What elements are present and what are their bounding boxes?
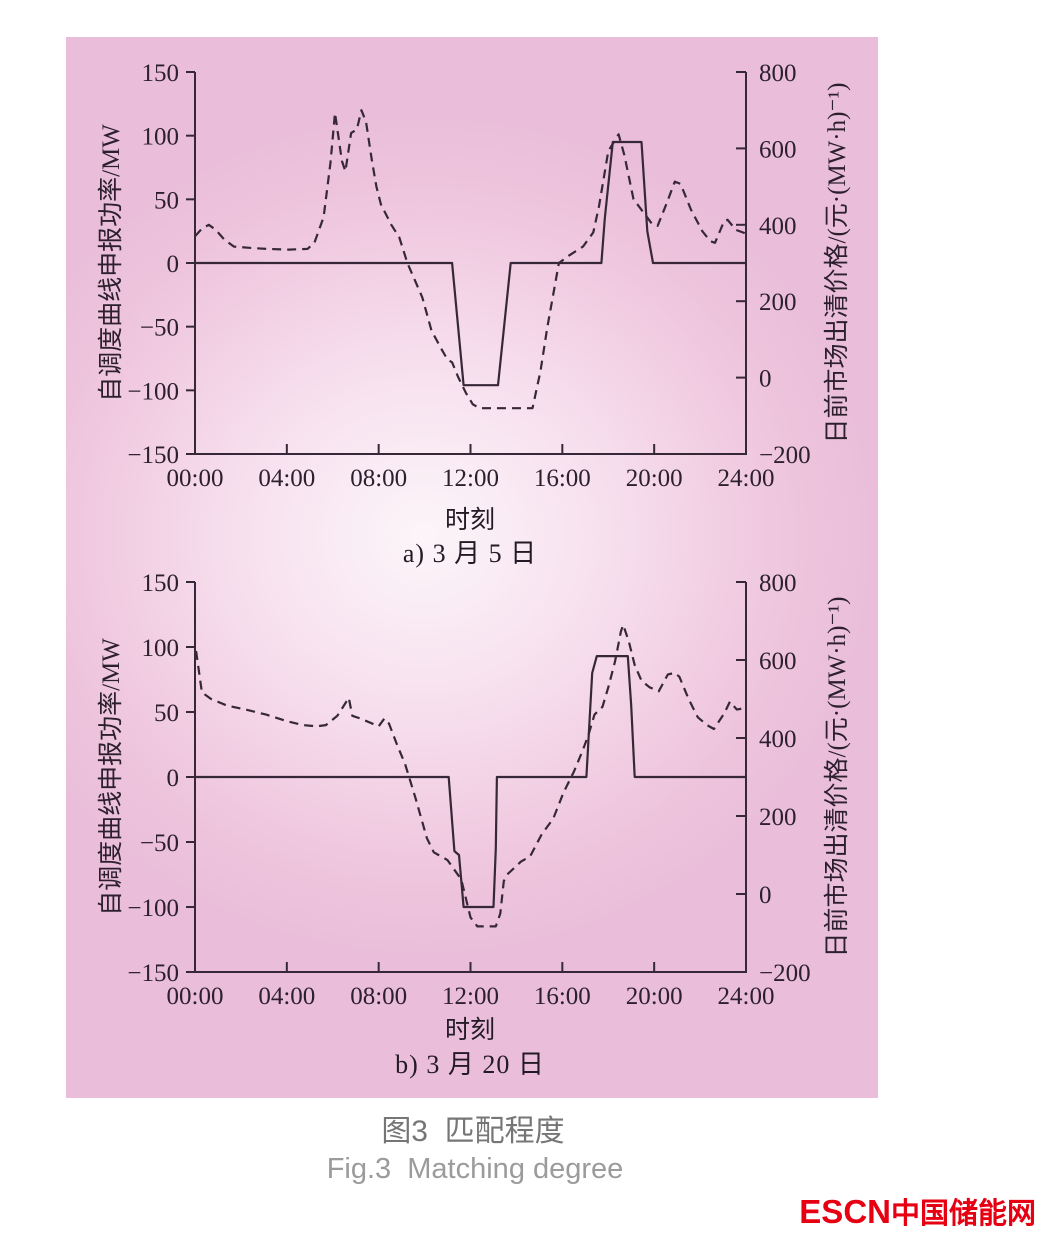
y-left-tick-label: 0: [167, 251, 180, 278]
x-tick-label: 20:00: [626, 465, 683, 492]
y-left-tick-label: 100: [142, 124, 180, 151]
x-tick-label: 00:00: [167, 983, 224, 1010]
chart-a-left-axis-title: 自调度曲线申报功率/MW: [98, 124, 125, 402]
chart-b-right-axis-title: 日前市场出清价格/(元·(MW·h)⁻¹): [824, 596, 851, 958]
y-left-tick-label: 0: [167, 765, 180, 792]
y-left-tick-label: −50: [140, 830, 179, 857]
y-right-tick-label: 400: [759, 213, 797, 240]
x-tick-label: 16:00: [534, 983, 591, 1010]
y-left-tick-label: 150: [142, 60, 180, 87]
series-day-ahead-clearing-price: [194, 109, 747, 410]
y-right-tick-label: 200: [759, 804, 797, 831]
y-right-tick-label: 800: [759, 60, 797, 87]
y-left-tick-label: −50: [140, 315, 179, 342]
y-left-tick-label: 150: [142, 570, 180, 597]
y-right-tick-label: 200: [759, 289, 797, 316]
series-self-dispatch-declared-power: [195, 140, 746, 387]
x-tick-label: 16:00: [534, 465, 591, 492]
escn-logo: ESCN中国储能网: [799, 1190, 1036, 1232]
y-left-tick-label: −150: [127, 960, 179, 987]
y-right-tick-label: 0: [759, 882, 772, 909]
y-right-tick-label: −200: [759, 442, 811, 469]
x-tick-label: 24:00: [718, 465, 775, 492]
y-left-tick-label: 100: [142, 635, 180, 662]
x-tick-label: 08:00: [350, 465, 407, 492]
escn-logo-chinese: 中国储能网: [890, 1198, 1036, 1230]
figure-caption-english: Fig.3 Matching degree: [326, 1153, 624, 1185]
chart-b-x-axis-title: 时刻: [444, 1017, 495, 1044]
y-left-tick-label: −150: [127, 442, 179, 469]
series-day-ahead-clearing-price: [195, 623, 747, 928]
chart-b-subtitle: b) 3 月 20 日: [395, 1050, 545, 1079]
x-tick-label: 12:00: [442, 983, 499, 1010]
y-right-tick-label: 0: [759, 366, 772, 393]
x-tick-label: 24:00: [718, 983, 775, 1010]
y-right-tick-label: 600: [759, 648, 797, 675]
chart-march-20: 150 100 50 0 −50 −100 −150 800 600 400 200 0 −200 00:…: [127, 570, 811, 1010]
chart-a-subtitle: a) 3 月 5 日: [402, 539, 538, 568]
x-tick-label: 04:00: [258, 465, 315, 492]
y-left-tick-label: −100: [127, 378, 179, 405]
figure-panel: 150 100 50 0 −50 −100 −150 800 600 400 200 0 −200 00:…: [66, 37, 878, 1098]
series-self-dispatch-declared-power: [195, 655, 746, 909]
chart-a-right-axis-title: 日前市场出清价格/(元·(MW·h)⁻¹): [824, 82, 851, 444]
figure-caption-chinese: 图3 匹配程度: [381, 1115, 565, 1148]
y-left-tick-label: 50: [154, 187, 179, 214]
chart-march-5: 150 100 50 0 −50 −100 −150 800 600 400 200 0 −200 00:…: [127, 60, 811, 492]
y-left-tick-label: 50: [154, 700, 179, 727]
x-tick-label: 04:00: [258, 983, 315, 1010]
chart-b-left-axis-title: 自调度曲线申报功率/MW: [98, 638, 125, 916]
escn-logo-latin: ESCN: [799, 1193, 891, 1230]
y-right-tick-label: 600: [759, 136, 797, 163]
x-tick-label: 20:00: [626, 983, 683, 1010]
x-tick-label: 08:00: [350, 983, 407, 1010]
x-tick-label: 00:00: [167, 465, 224, 492]
x-tick-label: 12:00: [442, 465, 499, 492]
chart-a-x-axis-title: 时刻: [444, 507, 495, 534]
y-right-tick-label: −200: [759, 960, 811, 987]
y-left-tick-label: −100: [127, 895, 179, 922]
y-right-tick-label: 800: [759, 570, 797, 597]
y-right-tick-label: 400: [759, 726, 797, 753]
